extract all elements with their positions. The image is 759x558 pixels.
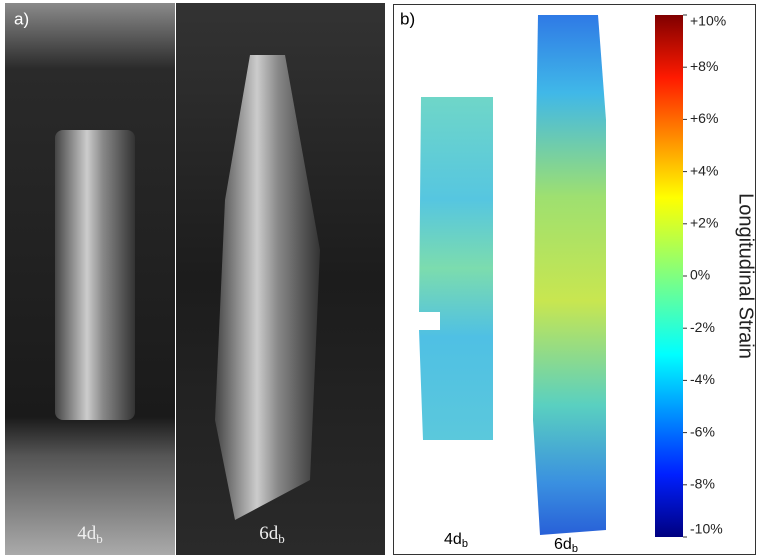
colorbar-tick-label: -6% <box>690 423 715 439</box>
panel-label: b) <box>400 9 415 28</box>
colorbar-tick-label: -10% <box>690 521 723 537</box>
colorbar-tick-label: -4% <box>690 371 715 387</box>
colorbar-tick-label: -8% <box>690 476 715 492</box>
colorbar-tick-label: 0% <box>690 267 710 283</box>
panel-b: b) 4db 6db Longitudinal Strain +10%+8%+6… <box>394 5 757 555</box>
colorbar-tick-label: -2% <box>690 319 715 335</box>
colorbar-title: Longitudinal Strain <box>735 193 757 359</box>
panel-a: a) 4db 6db <box>5 3 385 555</box>
colorbar-tick-label: +2% <box>690 215 718 231</box>
strain-map-4db <box>419 97 493 440</box>
colorbar-tick-label: +6% <box>690 110 718 126</box>
panel-label: a) <box>14 9 29 28</box>
colorbar-tick-label: +8% <box>690 58 718 74</box>
rebar-4db <box>55 130 135 420</box>
colorbar-tick-label: +10% <box>690 13 726 29</box>
figure: a) 4db 6db b) 4db 6db Longitudinal Strai… <box>0 0 759 558</box>
colorbar <box>655 15 683 537</box>
strain-map-6db <box>533 15 606 535</box>
colorbar-tick-label: +4% <box>690 162 718 178</box>
